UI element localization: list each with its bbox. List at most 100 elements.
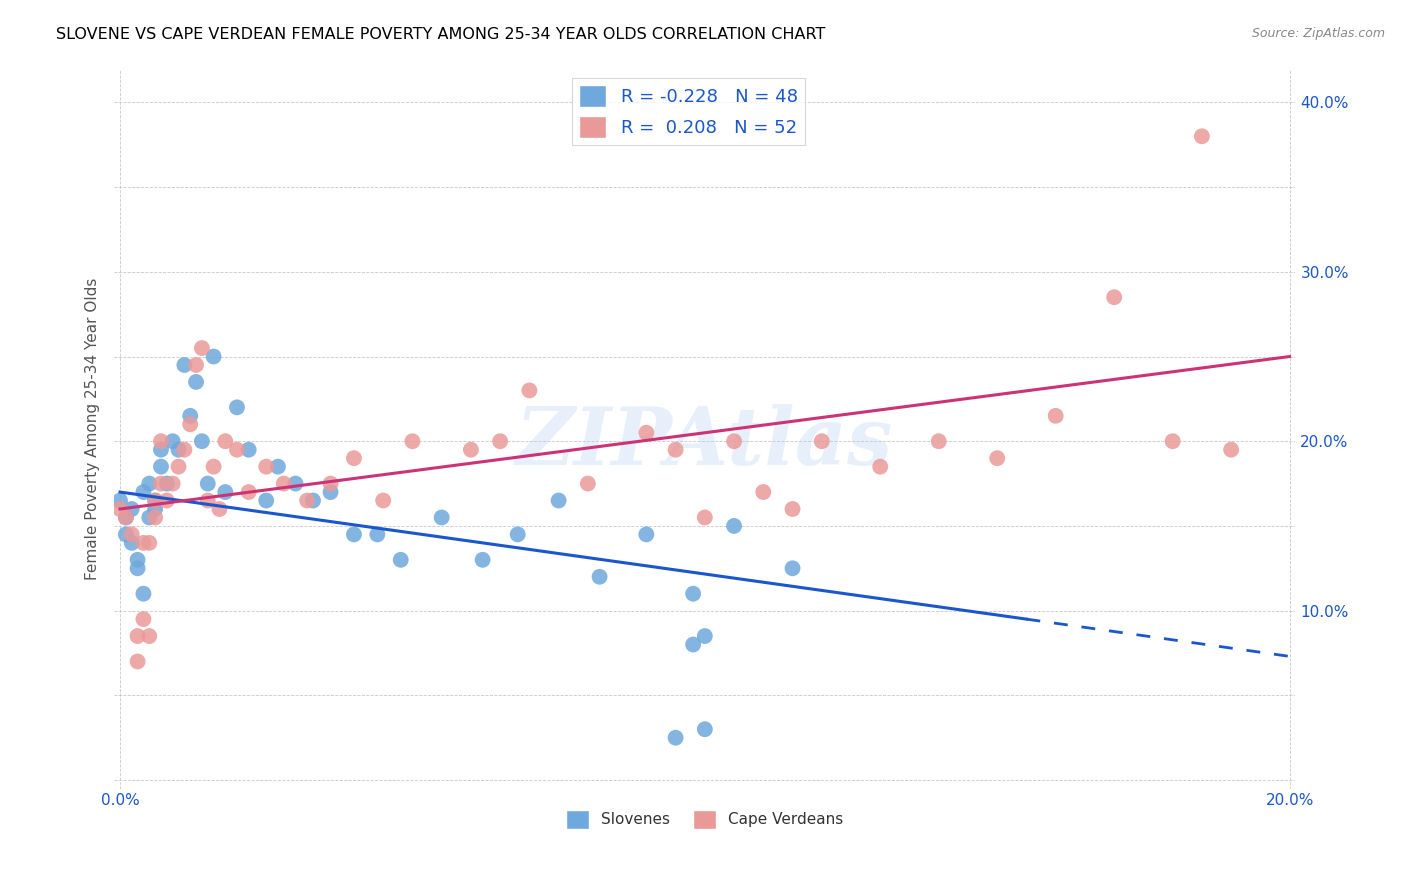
Point xyxy=(254,459,277,474)
Point xyxy=(1045,409,1067,423)
Point xyxy=(173,358,195,372)
Point xyxy=(138,536,160,550)
Point xyxy=(489,434,512,449)
Point xyxy=(588,570,610,584)
Point xyxy=(343,451,366,466)
Point xyxy=(149,476,172,491)
Point xyxy=(752,485,775,500)
Point xyxy=(1191,129,1213,144)
Point xyxy=(132,612,155,626)
Point xyxy=(202,350,225,364)
Point xyxy=(986,451,1008,466)
Text: ZIPAtlas: ZIPAtlas xyxy=(516,404,893,482)
Point xyxy=(665,731,688,745)
Point xyxy=(693,510,716,524)
Point xyxy=(197,493,219,508)
Point xyxy=(156,493,179,508)
Point xyxy=(693,723,716,737)
Point xyxy=(389,553,412,567)
Point xyxy=(636,425,658,440)
Point xyxy=(127,655,149,669)
Point xyxy=(273,476,295,491)
Point xyxy=(127,553,149,567)
Point xyxy=(295,493,318,508)
Point xyxy=(132,485,155,500)
Point xyxy=(191,341,214,355)
Point xyxy=(167,442,190,457)
Legend: Slovenes, Cape Verdeans: Slovenes, Cape Verdeans xyxy=(560,804,849,835)
Point xyxy=(373,493,395,508)
Point xyxy=(162,476,184,491)
Point xyxy=(226,442,249,457)
Point xyxy=(108,493,131,508)
Point xyxy=(184,358,207,372)
Point xyxy=(254,493,277,508)
Text: Source: ZipAtlas.com: Source: ZipAtlas.com xyxy=(1251,27,1385,40)
Point xyxy=(723,434,745,449)
Point xyxy=(115,510,138,524)
Point xyxy=(267,459,290,474)
Point xyxy=(156,476,179,491)
Point xyxy=(238,442,260,457)
Point xyxy=(366,527,388,541)
Point xyxy=(782,561,804,575)
Point xyxy=(184,375,207,389)
Point xyxy=(460,442,482,457)
Point xyxy=(238,485,260,500)
Point xyxy=(149,434,172,449)
Point xyxy=(723,519,745,533)
Point xyxy=(179,409,201,423)
Point xyxy=(121,502,143,516)
Point xyxy=(121,527,143,541)
Point xyxy=(127,629,149,643)
Point xyxy=(401,434,423,449)
Point xyxy=(1161,434,1184,449)
Point xyxy=(869,459,891,474)
Point xyxy=(108,502,131,516)
Point xyxy=(132,536,155,550)
Point xyxy=(665,442,688,457)
Point xyxy=(162,434,184,449)
Point xyxy=(319,485,342,500)
Point xyxy=(208,502,231,516)
Point xyxy=(1220,442,1243,457)
Point xyxy=(121,536,143,550)
Point xyxy=(138,476,160,491)
Point xyxy=(214,485,236,500)
Point xyxy=(214,434,236,449)
Point xyxy=(115,510,138,524)
Point xyxy=(693,629,716,643)
Point xyxy=(143,493,166,508)
Point xyxy=(284,476,307,491)
Point xyxy=(682,587,704,601)
Point xyxy=(810,434,832,449)
Point xyxy=(302,493,325,508)
Point xyxy=(519,384,541,398)
Point xyxy=(1102,290,1125,304)
Point xyxy=(782,502,804,516)
Point xyxy=(143,502,166,516)
Point xyxy=(928,434,950,449)
Point xyxy=(576,476,599,491)
Point xyxy=(115,527,138,541)
Point xyxy=(179,417,201,432)
Point xyxy=(506,527,529,541)
Point xyxy=(138,510,160,524)
Point xyxy=(149,442,172,457)
Point xyxy=(127,561,149,575)
Point xyxy=(547,493,569,508)
Point xyxy=(143,510,166,524)
Text: SLOVENE VS CAPE VERDEAN FEMALE POVERTY AMONG 25-34 YEAR OLDS CORRELATION CHART: SLOVENE VS CAPE VERDEAN FEMALE POVERTY A… xyxy=(56,27,825,42)
Point xyxy=(143,493,166,508)
Point xyxy=(319,476,342,491)
Point xyxy=(682,638,704,652)
Point xyxy=(149,459,172,474)
Y-axis label: Female Poverty Among 25-34 Year Olds: Female Poverty Among 25-34 Year Olds xyxy=(86,277,100,580)
Point xyxy=(138,629,160,643)
Point xyxy=(430,510,453,524)
Point xyxy=(167,459,190,474)
Point xyxy=(226,401,249,415)
Point xyxy=(202,459,225,474)
Point xyxy=(197,476,219,491)
Point xyxy=(132,587,155,601)
